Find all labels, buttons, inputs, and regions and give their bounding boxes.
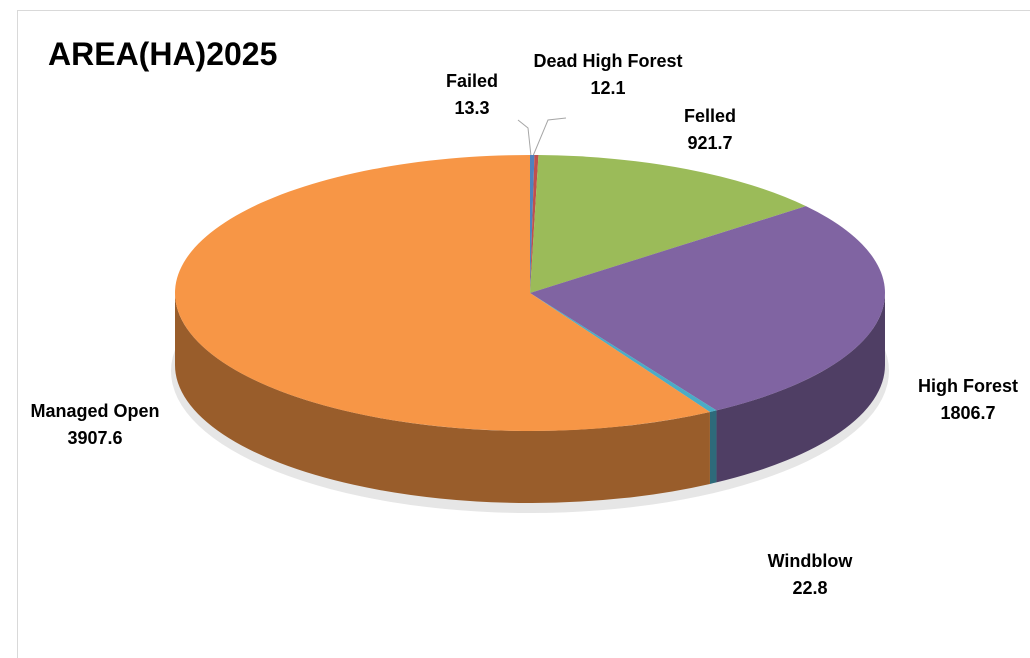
data-label: Managed Open 3907.6	[10, 398, 180, 452]
chart-frame	[17, 10, 1030, 658]
slice	[530, 293, 717, 412]
label-category: Managed Open	[30, 401, 160, 421]
slice	[530, 206, 885, 411]
label-category: High Forest	[917, 376, 1018, 396]
label-value: 22.8	[792, 578, 828, 598]
label-category: Felled	[683, 106, 736, 126]
data-label: Windblow 22.8	[740, 548, 880, 602]
leader-line	[517, 119, 532, 157]
label-value: 1806.7	[940, 403, 996, 423]
data-label: Dead High Forest 12.1	[533, 48, 683, 102]
slice	[530, 155, 806, 293]
slice-side	[709, 410, 717, 484]
data-label: Felled 921.7	[660, 103, 760, 157]
slice	[530, 155, 535, 293]
label-category: Windblow	[767, 551, 853, 571]
chart-title: AREA(HA)2025	[48, 36, 278, 72]
slice	[175, 155, 710, 431]
label-category: Dead High Forest	[533, 51, 683, 71]
label-value: 12.1	[590, 78, 626, 98]
data-label: High Forest 1806.7	[888, 373, 1030, 427]
data-label: Failed 13.3	[427, 68, 517, 122]
slice-side	[716, 293, 885, 483]
label-value: 3907.6	[67, 428, 123, 448]
label-category: Failed	[445, 71, 498, 91]
slice	[530, 155, 539, 293]
label-value: 921.7	[687, 133, 733, 153]
slice-side	[174, 293, 710, 504]
label-value: 13.3	[454, 98, 490, 118]
leader-line	[532, 117, 567, 157]
